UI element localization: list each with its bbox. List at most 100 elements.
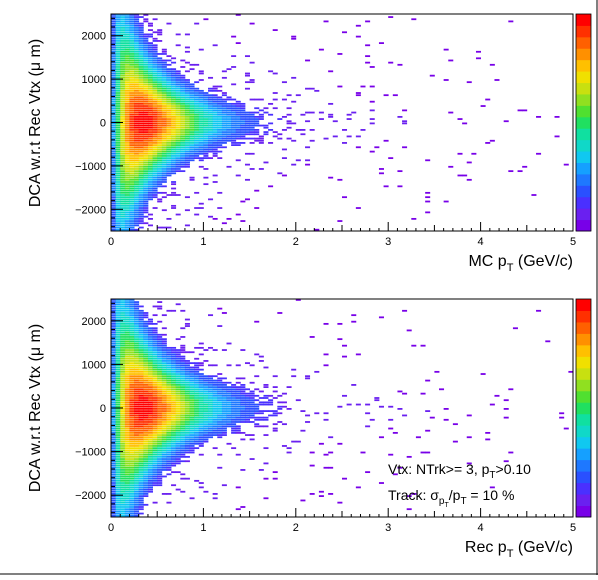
heatmap-cell: [194, 135, 200, 138]
heatmap-cell: [157, 366, 163, 369]
heatmap-cell: [508, 170, 514, 173]
heatmap-cell: [120, 163, 126, 166]
heatmap-cell: [198, 408, 204, 410]
heatmap-cell: [124, 312, 130, 314]
heatmap-cell: [203, 126, 209, 129]
heatmap-cell: [124, 501, 130, 504]
heatmap-cell: [189, 375, 195, 378]
heatmap-cell: [134, 120, 140, 123]
heatmap-cell: [208, 107, 214, 110]
heatmap-cell: [203, 98, 209, 101]
y-tick-label: 2000: [82, 31, 106, 43]
heatmap-cell: [240, 133, 246, 136]
heatmap-cell: [129, 309, 135, 312]
heatmap-cell: [120, 488, 126, 491]
heatmap-cell: [194, 139, 200, 142]
x-tick-label: 3: [385, 236, 391, 248]
heatmap-cell: [194, 429, 200, 432]
heatmap-cell: [124, 397, 130, 399]
heatmap-cell: [226, 135, 232, 138]
heatmap-cell: [115, 307, 121, 310]
heatmap-cell: [221, 484, 227, 487]
heatmap-cell: [161, 349, 167, 351]
heatmap-cell: [231, 122, 237, 125]
heatmap-cell: [166, 135, 172, 138]
x-tick-label: 4: [478, 236, 484, 248]
heatmap-cell: [129, 22, 135, 25]
heatmap-cell: [152, 109, 158, 112]
heatmap-cell: [134, 346, 140, 349]
heatmap-cell: [208, 87, 214, 90]
heatmap-cell: [124, 79, 130, 81]
heatmap-cell: [138, 331, 144, 334]
heatmap-cell: [323, 453, 329, 456]
heatmap-cell: [217, 126, 223, 129]
heatmap-cell: [115, 76, 121, 79]
heatmap-cell: [115, 61, 121, 64]
heatmap-cell: [240, 414, 246, 417]
heatmap-cell: [180, 360, 186, 362]
heatmap-cell: [147, 107, 153, 110]
heatmap-cell: [120, 57, 126, 60]
heatmap-cell: [152, 176, 158, 179]
heatmap-cell: [134, 131, 140, 133]
heatmap-cell: [180, 336, 186, 338]
heatmap-cell: [166, 368, 172, 371]
heatmap-cell: [194, 399, 200, 402]
heatmap-cell: [120, 499, 126, 502]
heatmap-cell: [221, 129, 227, 131]
heatmap-cell: [115, 178, 121, 181]
heatmap-cell: [194, 438, 200, 441]
heatmap-cell: [240, 390, 246, 393]
heatmap-cell: [138, 501, 144, 504]
heatmap-cell: [134, 475, 140, 478]
heatmap-cell: [221, 100, 227, 103]
heatmap-cell: [203, 129, 209, 131]
heatmap-cell: [189, 107, 195, 110]
heatmap-cell: [272, 131, 278, 133]
heatmap-cell: [198, 79, 204, 81]
heatmap-cell: [143, 200, 149, 203]
heatmap-cell: [143, 431, 149, 434]
heatmap-cell: [134, 351, 140, 354]
heatmap-cell: [134, 440, 140, 443]
heatmap-cell: [120, 453, 126, 456]
heatmap-cell: [272, 135, 278, 138]
heatmap-cell: [189, 146, 195, 149]
heatmap-cell: [240, 122, 246, 125]
heatmap-cell: [111, 81, 117, 84]
heatmap-cell: [120, 357, 126, 360]
heatmap-cell: [134, 163, 140, 166]
heatmap-cell: [138, 486, 144, 489]
heatmap-cell: [475, 57, 481, 60]
heatmap-cell: [198, 425, 204, 428]
heatmap-cell: [212, 379, 218, 382]
heatmap-cell: [166, 120, 172, 123]
heatmap-cell: [194, 366, 200, 369]
heatmap-cell: [124, 299, 130, 301]
heatmap-cell: [212, 408, 218, 410]
heatmap-cell: [138, 102, 144, 105]
heatmap-cell: [111, 390, 117, 393]
heatmap-cell: [157, 31, 163, 34]
heatmap-cell: [134, 325, 140, 327]
heatmap-cell: [175, 453, 181, 456]
heatmap-cell: [189, 148, 195, 151]
heatmap-cell: [425, 196, 431, 199]
heatmap-cell: [217, 118, 223, 120]
heatmap-cell: [120, 447, 126, 450]
heatmap-cell: [124, 72, 130, 75]
heatmap-cell: [198, 353, 204, 356]
heatmap-cell: [134, 514, 140, 517]
heatmap-cell: [134, 377, 140, 380]
heatmap-cell: [111, 442, 117, 445]
heatmap-cell: [462, 122, 468, 125]
heatmap-cell: [184, 427, 190, 430]
heatmap-cell: [120, 70, 126, 73]
heatmap-cell: [466, 81, 472, 84]
heatmap-cell: [365, 412, 371, 415]
heatmap-cell: [157, 59, 163, 62]
x-axis-title-main: MC p: [468, 253, 506, 270]
heatmap-cell: [143, 76, 149, 79]
